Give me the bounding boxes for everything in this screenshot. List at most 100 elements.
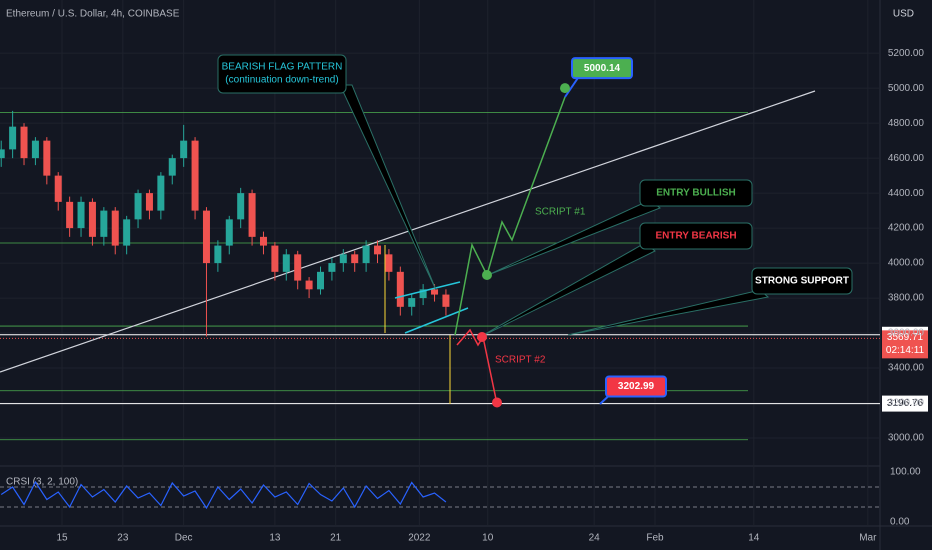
- grid: [0, 0, 880, 526]
- candle-body: [374, 245, 382, 255]
- candle-body: [316, 271, 324, 290]
- candle-body: [328, 263, 336, 272]
- candle-body: [339, 254, 347, 264]
- candle-body: [168, 158, 176, 176]
- trend-line: [0, 90, 816, 373]
- countdown: 02:14:11: [886, 345, 925, 356]
- annotation-box: [751, 267, 853, 295]
- candle-body: [237, 193, 245, 220]
- currency: USD: [893, 9, 914, 20]
- levels: [0, 112, 880, 441]
- annotation: ENTRY BEARISH: [655, 231, 736, 242]
- candle-body: [191, 140, 199, 211]
- candle-body: [66, 201, 74, 229]
- candle-body: [9, 126, 17, 150]
- x-tick-label: 14: [748, 533, 760, 544]
- candle-body: [134, 193, 142, 220]
- candle-body: [88, 201, 96, 237]
- candle-body: [294, 254, 302, 281]
- y-tick-label: 4400.00: [888, 188, 925, 199]
- candle-body: [305, 280, 313, 290]
- candle-body: [202, 210, 210, 264]
- x-tick-label: Mar: [859, 533, 877, 544]
- y-tick-label: 4800.00: [888, 118, 925, 129]
- annotation-box: [639, 179, 753, 207]
- x-tick-label: Feb: [646, 533, 664, 544]
- candle-body: [31, 140, 39, 159]
- entry-point: [477, 332, 487, 342]
- x-tick-label: 23: [117, 533, 129, 544]
- candle-body: [0, 149, 5, 159]
- annotation: SCRIPT #1: [535, 207, 586, 218]
- candle-body: [43, 140, 51, 176]
- overlay: 3590.163196.763569.7102:14:115000.143202…: [492, 57, 928, 412]
- indicator-line: [0, 480, 447, 510]
- candle-body: [408, 298, 416, 307]
- annotation: SCRIPT #2: [495, 355, 546, 366]
- current-price-tag: [882, 330, 928, 359]
- candle-body: [259, 236, 267, 246]
- candle-body: [442, 294, 450, 307]
- indicator-name: CRSI (3, 2, 100): [6, 477, 78, 488]
- annotation: STRONG SUPPORT: [755, 276, 849, 287]
- flag-line: [394, 281, 461, 299]
- target-point: [492, 397, 502, 408]
- candle-body: [145, 193, 153, 211]
- chart-title: Ethereum / U.S. Dollar, 4h, COINBASE: [6, 9, 180, 20]
- annotation: BEARISH FLAG PATTERN: [222, 62, 343, 73]
- candle-body: [180, 140, 188, 159]
- annotation: (continuation down-trend): [225, 75, 338, 86]
- target-point: [560, 83, 570, 94]
- y-tick-label: 4000.00: [888, 258, 925, 269]
- callout: [567, 289, 770, 336]
- candle-body: [111, 210, 119, 246]
- candle-body: [77, 201, 85, 229]
- x-tick-label: 24: [589, 533, 601, 544]
- y-tick-label: 5200.00: [888, 48, 925, 59]
- annotation-box: [639, 222, 753, 250]
- y-tick-label: 3000.00: [888, 433, 925, 444]
- target-label: 3202.99: [618, 381, 655, 392]
- annotation-box: [217, 54, 347, 94]
- candle-body: [362, 245, 370, 264]
- candle-body: [100, 210, 108, 237]
- candle-body: [214, 245, 222, 264]
- y-tick-label: 3800.00: [888, 293, 925, 304]
- y-tick-label: 3400.00: [888, 363, 925, 374]
- y-tick-label: 4600.00: [888, 153, 925, 164]
- target-box: [605, 375, 667, 398]
- x-tick-label: Dec: [175, 533, 193, 544]
- x-tick-label: 21: [330, 533, 342, 544]
- y-tick-label: 3200.00: [888, 398, 925, 409]
- candle-body: [248, 193, 256, 237]
- candle-body: [351, 254, 359, 264]
- scenario-path: [456, 328, 498, 405]
- candle-body: [419, 289, 427, 299]
- x-tick-label: 10: [482, 533, 494, 544]
- candles: [0, 110, 450, 337]
- x-tick-label: 15: [56, 533, 68, 544]
- current-price-label: 3569.71: [887, 332, 924, 343]
- candle-body: [123, 219, 131, 246]
- x-tick-label: 2022: [408, 533, 431, 544]
- candle-body: [271, 245, 279, 272]
- price-tag: [882, 395, 928, 412]
- scenario-path: [454, 96, 566, 336]
- target-box: [571, 57, 633, 80]
- candle-body: [54, 175, 62, 202]
- y-tick-label: 100.00: [890, 467, 921, 478]
- y-tick-label: 3600.00: [888, 328, 925, 339]
- annotation: ENTRY BULLISH: [656, 188, 735, 199]
- candle-body: [282, 254, 290, 272]
- y-tick-label: 0.00: [890, 517, 910, 528]
- target-label: 5000.14: [584, 63, 621, 74]
- candle-body: [157, 175, 165, 211]
- candle-body: [385, 254, 393, 272]
- price-tag-label: 3196.76: [887, 398, 924, 409]
- candle-body: [225, 219, 233, 246]
- x-tick-label: 13: [269, 533, 281, 544]
- y-tick-label: 4200.00: [888, 223, 925, 234]
- y-tick-label: 5000.00: [888, 83, 925, 94]
- entry-point: [482, 270, 492, 280]
